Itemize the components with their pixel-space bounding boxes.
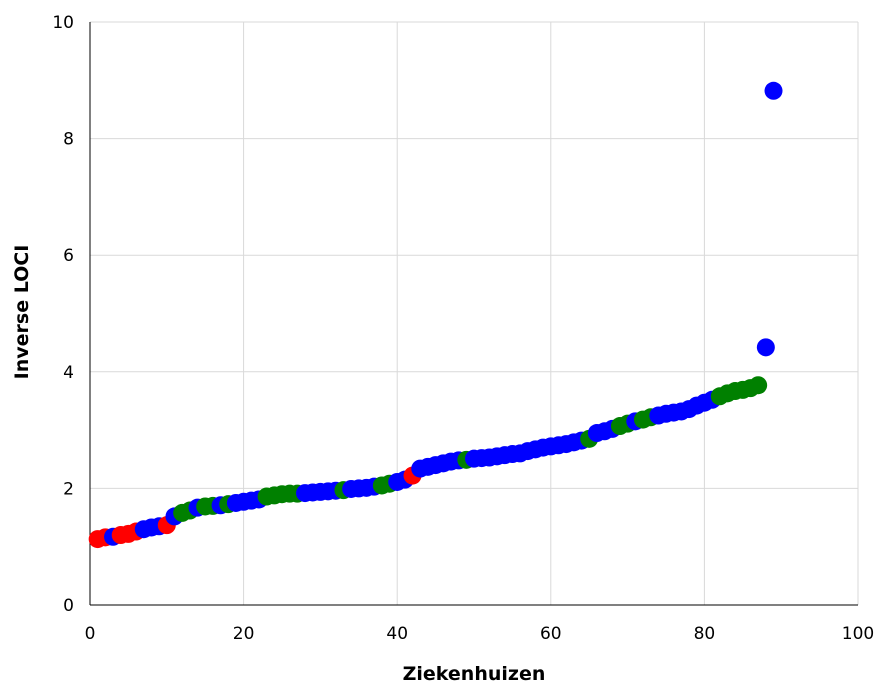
- tick-labels: 0 20 40 60 80 100 0 2 4 6 8 10: [52, 13, 874, 644]
- data-points: [88, 81, 783, 549]
- y-tick-label: 2: [63, 479, 74, 499]
- x-tick-label: 80: [694, 624, 716, 644]
- y-tick-label: 4: [63, 363, 74, 383]
- x-tick-label: 100: [842, 624, 874, 644]
- data-point: [756, 338, 775, 357]
- y-tick-label: 0: [63, 596, 74, 616]
- axes: [89, 22, 858, 606]
- x-tick-label: 60: [540, 624, 562, 644]
- y-tick-label: 10: [52, 13, 74, 33]
- data-point: [764, 81, 783, 100]
- x-tick-label: 0: [85, 624, 96, 644]
- x-tick-label: 40: [386, 624, 408, 644]
- grid: [90, 21, 859, 605]
- data-point: [749, 376, 768, 395]
- y-axis-title: Inverse LOCI: [11, 245, 33, 380]
- y-tick-label: 8: [63, 130, 74, 150]
- y-tick-label: 6: [63, 246, 74, 266]
- x-tick-label: 20: [233, 624, 255, 644]
- x-axis-title: Ziekenhuizen: [403, 663, 546, 682]
